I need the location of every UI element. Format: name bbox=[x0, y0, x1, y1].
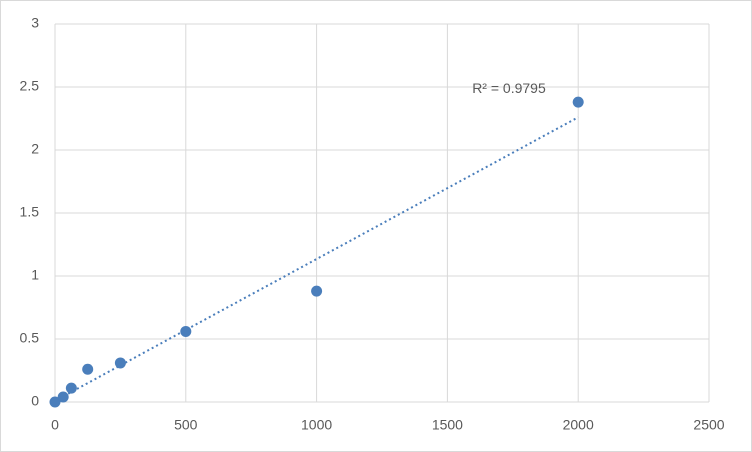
point bbox=[65, 382, 77, 394]
y-tick-label: 3 bbox=[31, 15, 39, 31]
trendline-label: R² = 0.9795 bbox=[472, 80, 546, 96]
y-tick-label: 0.5 bbox=[20, 330, 40, 346]
y-tick-label: 2.5 bbox=[20, 78, 40, 94]
point bbox=[311, 285, 323, 297]
point bbox=[49, 396, 61, 408]
x-tick-label: 2000 bbox=[563, 417, 594, 433]
point bbox=[114, 357, 126, 369]
x-tick-label: 1500 bbox=[432, 417, 463, 433]
x-tick-label: 500 bbox=[174, 417, 198, 433]
y-tick-label: 1 bbox=[31, 267, 39, 283]
trendline bbox=[54, 116, 579, 402]
point bbox=[180, 325, 192, 337]
y-tick-label: 1.5 bbox=[20, 204, 40, 220]
x-tick-label: 1000 bbox=[301, 417, 332, 433]
y-tick-label: 0 bbox=[31, 393, 39, 409]
point bbox=[572, 96, 584, 108]
point bbox=[82, 363, 94, 375]
point bbox=[57, 391, 69, 403]
x-tick-label: 2500 bbox=[693, 417, 724, 433]
y-tick-label: 2 bbox=[31, 141, 39, 157]
x-tick-label: 0 bbox=[51, 417, 59, 433]
